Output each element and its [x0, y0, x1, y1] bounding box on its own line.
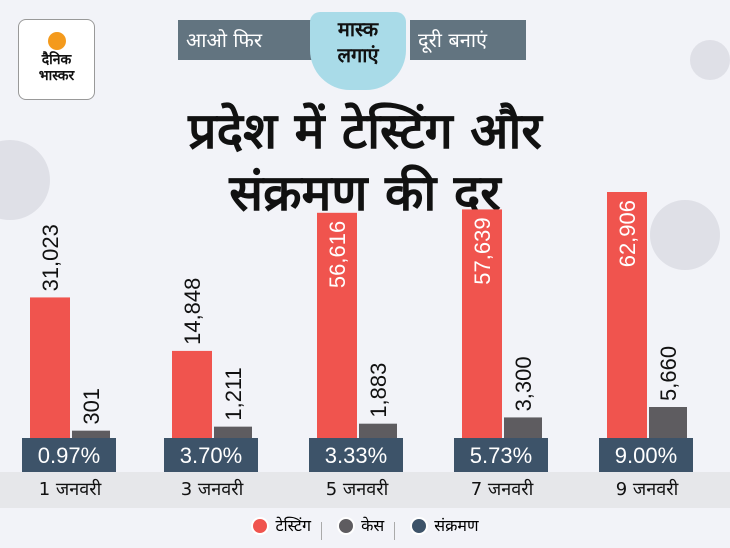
- testing-bar: [607, 192, 647, 450]
- infection-rate-box: [164, 438, 258, 472]
- category-label: 1 जनवरी: [38, 479, 102, 500]
- category-label: 3 जनवरी: [180, 479, 244, 500]
- legend-item-infection-rate: संक्रमण: [410, 512, 479, 540]
- infection-rate-label: 5.73%: [470, 443, 532, 468]
- infection-rate-box: [599, 438, 693, 472]
- banner-mask-line: मास्क: [337, 17, 379, 41]
- category-strip: 1 जनवरी 3 जनवरी 5 जनवरी 7 जनवरी 9 जनवरी: [0, 472, 730, 508]
- virus-decoration: [650, 200, 720, 270]
- infection-rate-label: 0.97%: [38, 443, 100, 468]
- logo-text: दैनिक: [41, 52, 72, 68]
- infection-rate-label: 9.00%: [615, 443, 677, 468]
- cases-value-label: 301: [79, 388, 104, 425]
- infection-rate-box: [454, 438, 548, 472]
- infection-rate-label: 3.33%: [325, 443, 387, 468]
- mask-banner: आओ फिर दूरी बनाएं मास्क लगाएं: [170, 12, 526, 90]
- cases-value-label: 3,300: [511, 356, 536, 411]
- cases-value-label: 5,660: [656, 346, 681, 401]
- dainik-bhaskar-logo: दैनिक भास्कर: [18, 19, 95, 100]
- testing-value-label: 57,639: [470, 217, 495, 284]
- legend-item-cases: केस: [337, 512, 384, 540]
- testing-value-label: 14,848: [180, 278, 205, 345]
- infection-rate-box: [22, 438, 116, 472]
- category-label: 9 जनवरी: [615, 479, 679, 500]
- legend-label: संक्रमण: [434, 516, 479, 535]
- banner-left: आओ फिर: [178, 20, 316, 60]
- sun-icon: [47, 32, 66, 50]
- legend-swatch: [251, 517, 270, 535]
- testing-value-label: 62,906: [615, 200, 640, 267]
- legend-item-testing: टेस्टिंग: [251, 512, 311, 540]
- testing-value-label: 31,023: [38, 224, 63, 291]
- title-line: प्रदेश में टेस्टिंग और: [188, 102, 542, 160]
- legend-swatch: [410, 517, 429, 535]
- title-line: संक्रमण की दर: [229, 164, 501, 222]
- logo-text: भास्कर: [38, 68, 75, 84]
- testing-value-label: 56,616: [325, 221, 350, 288]
- testing-bar: [30, 297, 70, 450]
- legend: टेस्टिंग केस संक्रमण: [0, 512, 730, 544]
- virus-decoration: [690, 40, 730, 80]
- divider: [394, 521, 396, 540]
- legend-label: टेस्टिंग: [275, 516, 311, 535]
- testing-bar: [317, 212, 357, 450]
- banner-mask-line: लगाएं: [337, 43, 379, 67]
- mask-icon: मास्क लगाएं: [310, 12, 406, 90]
- chart-title: प्रदेश में टेस्टिंग और संक्रमण की दर: [0, 100, 730, 224]
- banner-right: दूरी बनाएं: [410, 20, 526, 60]
- legend-label: केस: [361, 516, 385, 535]
- legend-swatch: [337, 517, 356, 535]
- divider: [320, 521, 322, 540]
- testing-bar: [172, 350, 212, 450]
- category-label: 5 जनवरी: [325, 479, 389, 500]
- cases-value-label: 1,211: [221, 367, 246, 420]
- testing-bar: [462, 209, 502, 450]
- category-label: 7 जनवरी: [470, 479, 534, 500]
- cases-value-label: 1,883: [366, 363, 391, 418]
- infection-rate-box: [309, 438, 403, 472]
- infection-rate-label: 3.70%: [180, 443, 242, 468]
